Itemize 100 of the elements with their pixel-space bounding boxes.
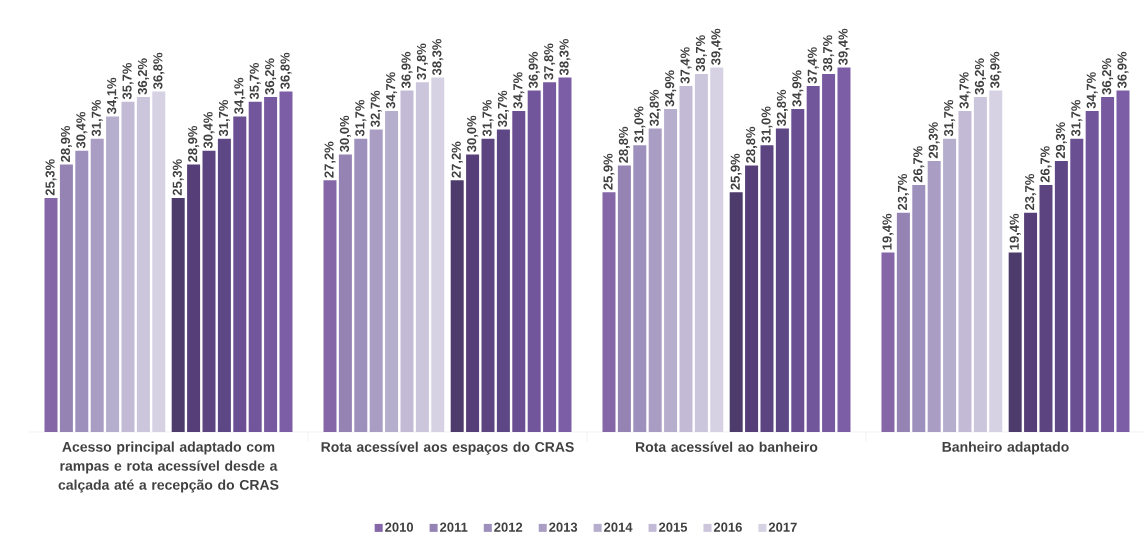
bar [1008,252,1022,432]
data-label: 30,4% [203,112,215,149]
data-label: 36,8% [280,52,292,89]
bar [973,97,987,432]
data-label: 31,7% [1071,99,1083,137]
bar [927,160,941,432]
data-label: 37,8% [416,43,428,80]
bar [217,138,231,432]
data-label: 19,4% [1009,213,1021,250]
bar [527,90,541,432]
data-label: 36,2% [1102,58,1114,95]
data-label: 30,4% [76,112,88,149]
bar [912,184,926,432]
data-label: 36,9% [1117,51,1129,89]
data-label: 29,3% [1055,122,1067,159]
data-label: 36,2% [974,58,986,95]
bar [558,77,572,432]
bar [679,85,693,432]
bar [264,97,278,432]
data-label: 26,7% [913,146,925,183]
bar [694,73,708,432]
data-label: 39,4% [711,28,723,65]
data-label: 37,4% [680,47,692,84]
data-label: 25,3% [45,159,57,196]
bar [450,180,464,432]
bar [279,91,293,432]
data-label: 36,8% [153,52,165,89]
bar [745,165,759,432]
bar [837,67,851,432]
bar [1085,110,1099,432]
data-label: 34,7% [959,72,971,109]
data-label: 30,0% [467,115,479,152]
legend-label: 2016 [713,522,742,532]
legend-label: 2010 [385,522,414,532]
bar [481,138,495,432]
legend-label: 2015 [659,522,688,532]
bar [59,164,73,432]
bar [664,109,678,432]
bar [760,145,774,432]
bar [1101,97,1115,432]
bar [466,154,480,432]
data-label: 29,3% [928,122,940,159]
bar [171,197,185,432]
data-label: 34,7% [386,72,398,109]
bar [822,73,836,432]
bar [1039,184,1053,432]
bar [1024,212,1038,432]
legend-label: 2013 [549,522,578,532]
bar [202,150,216,432]
data-label: 32,8% [649,89,661,127]
bar [1116,90,1130,432]
data-label: 31,0% [634,106,646,143]
data-label: 34,9% [792,70,804,107]
bar [729,192,743,432]
bar [152,91,166,432]
data-label: 28,8% [618,126,630,163]
bar [44,197,58,432]
legend-label: 2017 [768,522,797,532]
bar [233,116,247,432]
bar [121,101,135,432]
x-tick-label: Rota acessível ao banheiro [636,441,818,452]
bar [791,109,805,432]
bar [602,192,616,432]
data-label: 31,7% [482,99,494,137]
data-label: 28,8% [746,126,758,163]
data-label: 34,7% [1086,72,1098,109]
bar [248,101,262,432]
bar [369,129,383,432]
data-label: 34,1% [234,77,246,114]
bar [617,165,631,432]
bar [896,212,910,432]
bar [354,138,368,432]
data-label: 36,9% [528,51,540,89]
data-label: 25,3% [172,159,184,196]
data-label: 23,7% [1025,174,1037,211]
data-label: 37,4% [807,47,819,84]
bar [496,129,510,432]
data-label: 36,9% [990,51,1002,89]
data-label: 28,9% [60,125,72,162]
legend-label: 2011 [440,522,468,532]
bar [543,82,557,432]
x-tick-label: Acesso principal adaptado com rampas e rota acessível desde a calçada até a recepção do CRAS [58,441,279,493]
data-label: 36,9% [401,51,413,89]
data-label: 28,9% [188,125,200,162]
bar [1070,138,1084,432]
data-label: 38,7% [695,35,707,72]
data-label: 32,7% [497,90,509,127]
bar [400,90,414,432]
data-label: 34,1% [107,77,119,114]
data-label: 25,9% [730,153,742,190]
data-label: 26,7% [1040,146,1052,183]
data-label: 31,7% [944,99,956,137]
bar [187,164,201,432]
bar [385,110,399,432]
data-label: 27,2% [451,141,463,178]
data-label: 34,7% [513,72,525,109]
data-label: 31,7% [218,99,230,137]
bar [1054,160,1068,432]
legend-label: 2014 [604,522,633,532]
bar [415,82,429,432]
